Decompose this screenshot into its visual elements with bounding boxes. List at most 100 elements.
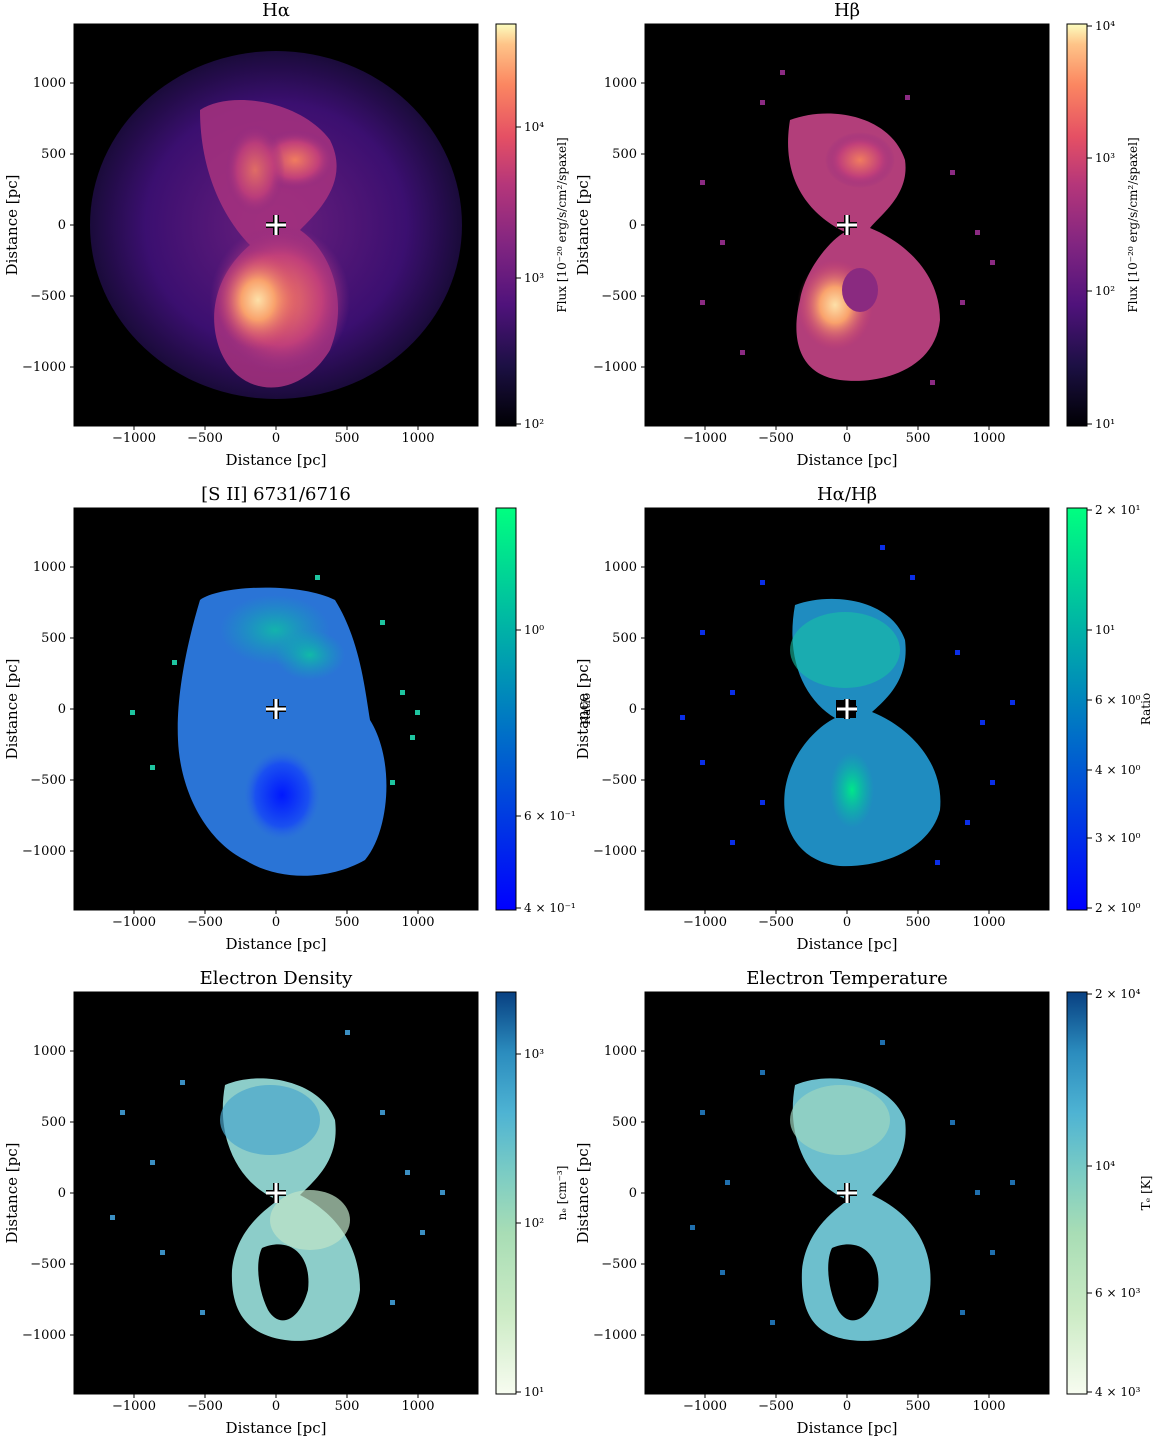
colorbar-tick-label: 10³ (524, 271, 544, 285)
x-tick-label: 1000 (972, 431, 1005, 446)
x-tick-label: 1000 (401, 431, 434, 446)
heatmap-image (130, 575, 420, 876)
colorbar-tick-label: 10⁰ (524, 623, 544, 637)
center-marker (837, 699, 857, 719)
panel-balmer-decrement: Hα/Hβ −1000 −500 0 500 1000 (574, 484, 1153, 953)
panel-title: Electron Temperature (746, 968, 948, 989)
x-tick-label: 1000 (401, 1399, 434, 1414)
panel-title: Hα/Hβ (817, 484, 877, 505)
x-tick-label: 0 (272, 431, 280, 446)
x-tick-label: 0 (272, 1399, 280, 1414)
colorbar-tick-label: 6 × 10⁰ (1095, 693, 1141, 707)
x-tick-label: −500 (187, 915, 223, 930)
y-tick-label: 500 (612, 631, 637, 646)
colorbar-tick-label: 10¹ (1095, 417, 1115, 431)
y-axis-label: Distance [pc] (574, 1143, 592, 1244)
colorbar: 10⁴ 10³ 10² 10¹ Flux [10⁻²⁰ erg/s/cm²/sp… (1066, 19, 1140, 431)
y-tick-label: 0 (629, 1186, 637, 1201)
x-ticks: −1000 −500 0 500 1000 (112, 426, 435, 446)
y-ticks: 1000 500 0 −500 −1000 (22, 76, 74, 375)
y-tick-label: 500 (41, 147, 66, 162)
center-marker (266, 215, 286, 235)
x-tick-label: 0 (843, 431, 851, 446)
x-tick-label: −500 (758, 915, 794, 930)
x-tick-label: 500 (906, 1399, 931, 1414)
x-ticks: −1000 −500 0 500 1000 (683, 910, 1006, 930)
y-tick-label: 1000 (33, 1044, 66, 1059)
colorbar-tick-label: 4 × 10⁻¹ (524, 901, 576, 915)
colorbar: 10⁴ 10³ 10² Flux [10⁻²⁰ erg/s/cm²/spaxel… (495, 23, 569, 431)
colorbar-label: nₑ [cm⁻³] (555, 1166, 569, 1221)
y-ticks: 1000 500 0 −500 −1000 (22, 560, 74, 859)
y-tick-label: 500 (41, 631, 66, 646)
center-marker (266, 1183, 286, 1203)
x-axis-label: Distance [pc] (797, 935, 898, 953)
y-ticks: 1000 500 0 −500 −1000 (593, 76, 645, 375)
colorbar-tick-label: 10² (1095, 284, 1115, 298)
y-tick-label: 1000 (604, 1044, 637, 1059)
x-tick-label: 0 (272, 915, 280, 930)
x-tick-label: −500 (187, 431, 223, 446)
y-tick-label: −500 (30, 1257, 66, 1272)
panel-halpha: Hα −1000 −500 0 500 1000 1000 500 0 −500 (3, 0, 569, 469)
x-ticks: −1000 −500 0 500 1000 (112, 910, 435, 930)
y-tick-label: 0 (629, 218, 637, 233)
y-tick-label: 500 (612, 1115, 637, 1130)
colorbar-tick-label: 10³ (524, 1047, 544, 1061)
colorbar-label: Ratio (1139, 693, 1153, 725)
y-tick-label: −1000 (22, 1328, 66, 1343)
colorbar-tick-label: 2 × 10⁴ (1095, 987, 1141, 1001)
y-ticks: 1000 500 0 −500 −1000 (22, 1044, 74, 1343)
colorbar: 10³ 10² 10¹ nₑ [cm⁻³] (495, 991, 569, 1399)
panel-title: [S II] 6731/6716 (201, 484, 351, 505)
colorbar-tick-label: 6 × 10⁻¹ (524, 809, 576, 823)
colorbar-label: Flux [10⁻²⁰ erg/s/cm²/spaxel] (555, 137, 569, 312)
x-tick-label: 500 (335, 915, 360, 930)
colorbar-label: Ratio (579, 693, 593, 725)
y-tick-label: 0 (58, 702, 66, 717)
y-ticks: 1000 500 0 −500 −1000 (593, 1044, 645, 1343)
x-ticks: −1000 −500 0 500 1000 (683, 426, 1006, 446)
center-marker (837, 215, 857, 235)
y-tick-label: −500 (601, 773, 637, 788)
colorbar-tick-label: 10⁴ (524, 120, 544, 134)
colorbar: 2 × 10¹ 10¹ 6 × 10⁰ 4 × 10⁰ 3 × 10⁰ 2 × … (1066, 503, 1153, 915)
y-tick-label: 0 (58, 218, 66, 233)
panel-title: Hα (262, 0, 290, 21)
x-tick-label: 1000 (972, 1399, 1005, 1414)
heatmap-image (680, 545, 1015, 867)
y-tick-label: 1000 (33, 560, 66, 575)
colorbar-tick-label: 10² (524, 1216, 544, 1230)
y-axis-label: Distance [pc] (574, 659, 592, 760)
x-tick-label: 1000 (972, 915, 1005, 930)
y-tick-label: 1000 (604, 76, 637, 91)
y-tick-label: −1000 (593, 844, 637, 859)
y-ticks: 1000 500 0 −500 −1000 (593, 560, 645, 859)
y-tick-label: 500 (612, 147, 637, 162)
y-tick-label: 0 (58, 1186, 66, 1201)
x-tick-label: −500 (758, 431, 794, 446)
y-tick-label: 500 (41, 1115, 66, 1130)
x-tick-label: 1000 (401, 915, 434, 930)
x-tick-label: 0 (843, 915, 851, 930)
panel-sii-ratio: [S II] 6731/6716 −1000 −500 0 500 1000 (3, 484, 593, 953)
colorbar-tick-label: 10³ (1095, 151, 1115, 165)
panel-title: Electron Density (200, 968, 354, 989)
x-tick-label: −500 (758, 1399, 794, 1414)
y-axis-label: Distance [pc] (3, 175, 21, 276)
colorbar-label: Flux [10⁻²⁰ erg/s/cm²/spaxel] (1126, 137, 1140, 312)
center-marker (266, 699, 286, 719)
y-tick-label: 1000 (604, 560, 637, 575)
y-tick-label: −500 (601, 1257, 637, 1272)
colorbar-tick-label: 4 × 10⁰ (1095, 763, 1141, 777)
colorbar: 2 × 10⁴ 10⁴ 6 × 10³ 4 × 10³ Tₑ [K] (1066, 987, 1153, 1399)
colorbar-tick-label: 10⁴ (1095, 1159, 1115, 1173)
colorbar-tick-label: 2 × 10⁰ (1095, 901, 1141, 915)
y-tick-label: −1000 (22, 844, 66, 859)
x-axis-label: Distance [pc] (797, 1419, 898, 1437)
center-marker (837, 1183, 857, 1203)
x-tick-label: −1000 (683, 1399, 727, 1414)
y-tick-label: −500 (30, 773, 66, 788)
x-axis-label: Distance [pc] (226, 935, 327, 953)
